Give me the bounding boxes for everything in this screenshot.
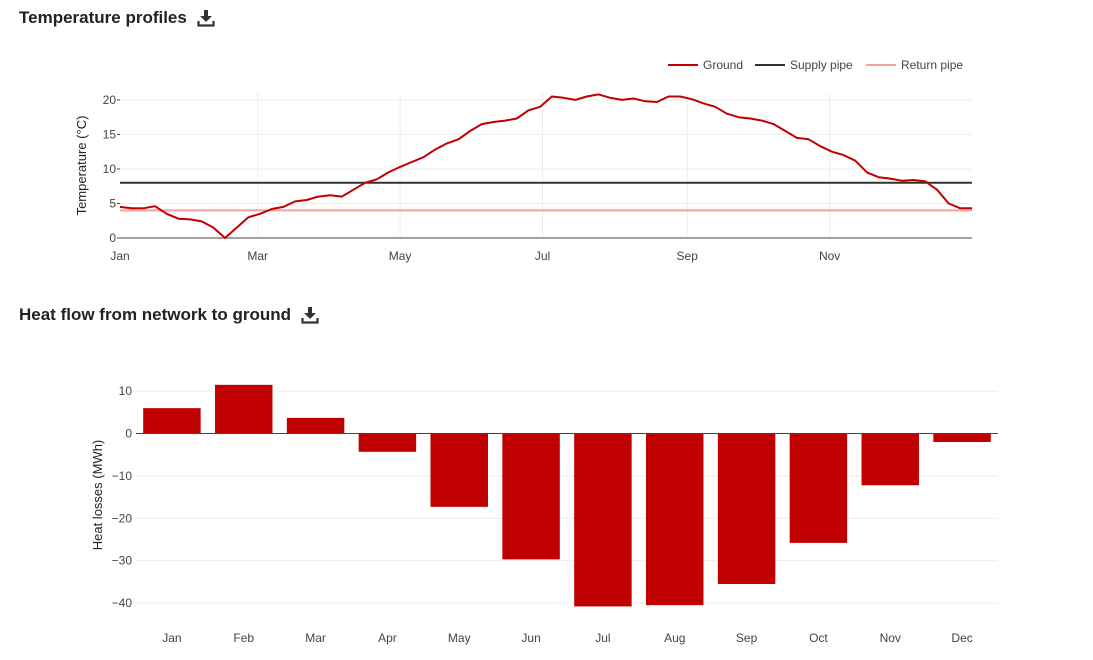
- section-title-text: Heat flow from network to ground: [19, 305, 291, 324]
- legend-label: Supply pipe: [790, 58, 853, 72]
- heat-flow-chart: Jan Feb Mar Apr May Jun Jul Aug Sep Oct Nov Dec 10 0 −…: [90, 384, 998, 645]
- x-tick-label: Nov: [819, 249, 840, 263]
- y-tick-label: 10: [119, 384, 133, 398]
- y-tick-label: −10: [112, 469, 133, 483]
- x-tick-label: Dec: [951, 631, 972, 645]
- y-tick-label: 10: [103, 162, 117, 176]
- x-tick-label: May: [389, 249, 412, 263]
- series-line-ground: [119, 93, 972, 239]
- x-tick-label: Jul: [535, 249, 550, 263]
- y-axis-title: Temperature (°C): [74, 116, 89, 216]
- x-tick-label: Jan: [162, 631, 181, 645]
- bar-feb: [215, 384, 273, 434]
- x-tick-label: Mar: [247, 249, 268, 263]
- y-tick-label: 0: [125, 427, 132, 441]
- bar-mar: [286, 417, 345, 434]
- temperature-profiles-title: Temperature profiles: [19, 8, 215, 28]
- bar-aug: [646, 433, 704, 606]
- y-tick-label: −40: [112, 596, 133, 610]
- y-tick-label: −20: [112, 511, 133, 525]
- y-tick-label: 15: [103, 127, 117, 141]
- bar-sep: [717, 433, 776, 584]
- y-tick-label: −30: [112, 554, 133, 568]
- temperature-chart: 0 5 10 15 20 Jan Mar May Jul Sep Nov Temperature (°…: [74, 58, 972, 263]
- x-tick-label: Sep: [677, 249, 699, 263]
- x-tick-label: Mar: [305, 631, 326, 645]
- heat-flow-title: Heat flow from network to ground: [19, 305, 319, 325]
- y-tick-label: 5: [109, 196, 116, 210]
- download-icon[interactable]: [197, 9, 215, 27]
- x-tick-label: Jun: [521, 631, 540, 645]
- download-icon[interactable]: [301, 306, 319, 324]
- bar-dec: [933, 433, 991, 443]
- x-tick-label: Feb: [233, 631, 254, 645]
- x-tick-label: Jul: [595, 631, 610, 645]
- legend-label: Ground: [703, 58, 743, 72]
- y-tick-label: 0: [109, 231, 116, 245]
- bar-jun: [502, 433, 560, 560]
- x-tick-label: Aug: [664, 631, 685, 645]
- bar-oct: [789, 433, 848, 543]
- y-tick-label: 20: [103, 93, 117, 107]
- x-tick-label: May: [448, 631, 471, 645]
- bar-jul: [574, 433, 632, 607]
- x-tick-label: Sep: [736, 631, 758, 645]
- x-tick-label: Nov: [880, 631, 901, 645]
- y-axis-title: Heat losses (MWh): [90, 440, 105, 551]
- x-tick-label: Apr: [378, 631, 397, 645]
- legend-label: Return pipe: [901, 58, 963, 72]
- bar-nov: [861, 433, 919, 486]
- bar-jan: [143, 408, 201, 434]
- x-tick-label: Jan: [110, 249, 129, 263]
- bar-may: [430, 433, 488, 507]
- bar-apr: [358, 433, 417, 452]
- x-tick-label: Oct: [809, 631, 828, 645]
- section-title-text: Temperature profiles: [19, 8, 187, 27]
